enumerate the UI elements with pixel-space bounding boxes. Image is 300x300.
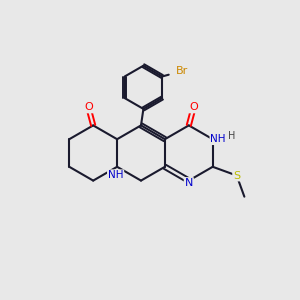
Text: S: S [233, 170, 240, 181]
Text: O: O [189, 102, 198, 112]
Text: N: N [184, 178, 193, 188]
Text: NH: NH [210, 134, 226, 144]
Text: Br: Br [176, 65, 188, 76]
Text: O: O [84, 102, 93, 112]
Text: NH: NH [108, 170, 123, 180]
Text: H: H [228, 130, 235, 141]
